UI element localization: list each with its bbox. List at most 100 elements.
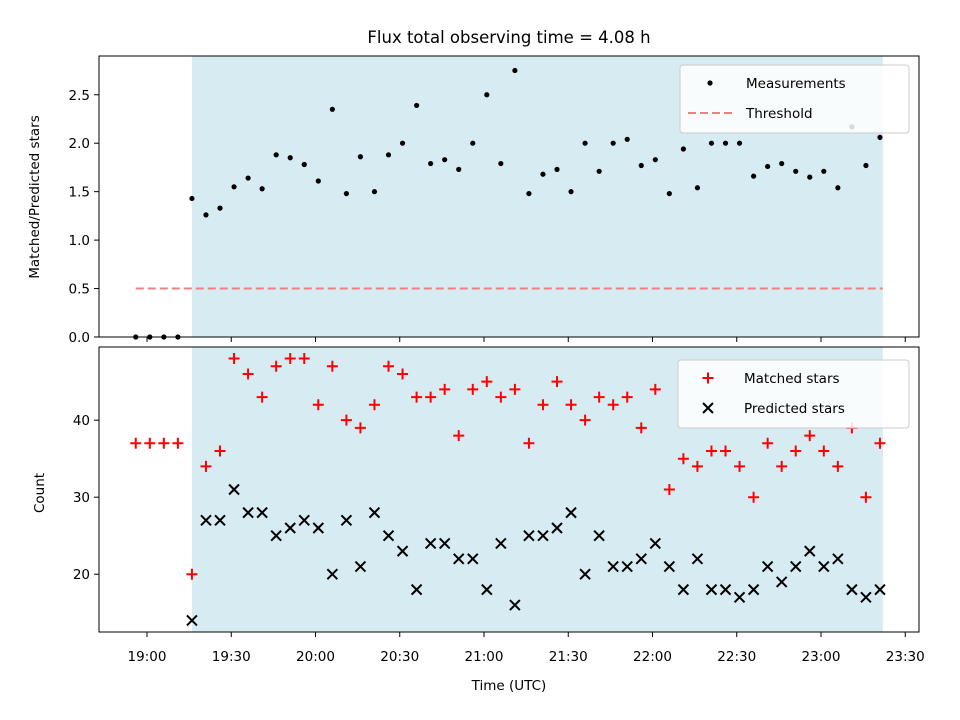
point-measurements <box>540 171 546 177</box>
chart-title: Flux total observing time = 4.08 h <box>367 28 650 47</box>
point-measurements <box>526 190 532 197</box>
point-matched-stars <box>340 414 352 426</box>
point-measurements <box>863 162 869 169</box>
point-predicted-stars <box>438 537 451 550</box>
point-predicted-stars <box>481 583 493 596</box>
point-measurements <box>610 140 616 146</box>
point-measurements <box>765 163 771 170</box>
point-predicted-stars <box>705 583 718 596</box>
point-matched-stars <box>748 491 760 503</box>
point-measurements <box>371 189 378 195</box>
point-measurements <box>652 157 658 163</box>
legend-ratio: Measurements Threshold <box>679 64 910 134</box>
point-matched-stars <box>214 445 226 457</box>
x-tick-label: 19:30 <box>212 649 251 665</box>
x-tick-label: 23:30 <box>886 649 925 665</box>
point-matched-stars <box>635 422 647 434</box>
point-matched-stars <box>649 383 661 395</box>
point-predicted-stars <box>747 583 760 596</box>
point-predicted-stars <box>677 583 690 596</box>
point-measurements <box>582 140 588 146</box>
point-matched-stars <box>298 353 310 365</box>
point-matched-stars <box>607 399 619 411</box>
point-predicted-stars <box>326 568 339 580</box>
point-measurements <box>203 212 209 218</box>
y-tick-label: 20 <box>73 567 90 583</box>
point-predicted-stars <box>523 530 535 542</box>
point-matched-stars <box>621 391 633 403</box>
legend-marker-x <box>702 402 714 414</box>
point-measurements <box>694 185 701 191</box>
point-matched-stars <box>804 430 816 442</box>
point-predicted-stars <box>691 553 704 565</box>
point-predicted-stars <box>719 583 732 596</box>
point-predicted-stars <box>832 553 844 565</box>
x-tick-label: 20:00 <box>296 649 335 665</box>
point-predicted-stars <box>537 530 549 542</box>
y-tick-label: 30 <box>73 490 90 506</box>
point-matched-stars <box>270 360 282 372</box>
point-measurements <box>343 190 349 197</box>
point-predicted-stars <box>607 560 619 573</box>
point-measurements <box>793 168 799 174</box>
point-measurements <box>807 174 813 180</box>
point-matched-stars <box>467 383 479 395</box>
y-tick-label: 2.0 <box>69 136 90 152</box>
point-measurements <box>835 185 841 191</box>
point-predicted-stars <box>846 583 858 596</box>
y-axis-label-ratio: Matched/Predicted stars <box>27 115 43 278</box>
point-matched-stars <box>368 399 380 411</box>
point-matched-stars <box>691 460 703 472</box>
point-measurements <box>680 146 686 152</box>
point-matched-stars <box>860 491 872 503</box>
point-measurements <box>189 195 195 202</box>
point-matched-stars <box>228 353 240 365</box>
point-predicted-stars <box>579 568 591 580</box>
point-predicted-stars <box>565 506 577 519</box>
point-measurements <box>428 160 434 167</box>
point-measurements <box>301 161 307 168</box>
point-predicted-stars <box>382 530 395 542</box>
point-matched-stars <box>326 360 338 372</box>
y-tick-label: 40 <box>73 413 90 429</box>
point-predicted-stars <box>200 514 212 527</box>
point-predicted-stars <box>663 560 676 573</box>
point-predicted-stars <box>593 530 605 542</box>
y-axis-label-count: Count <box>32 473 48 513</box>
point-matched-stars <box>284 353 296 365</box>
point-measurements <box>512 67 518 74</box>
point-predicted-stars <box>495 537 507 550</box>
y-tick-label: 0.5 <box>69 282 90 298</box>
point-matched-stars <box>818 445 830 457</box>
point-measurements <box>442 157 448 163</box>
point-measurements <box>498 160 504 167</box>
point-predicted-stars <box>790 560 802 573</box>
point-predicted-stars <box>635 553 647 565</box>
x-tick-label: 23:00 <box>802 649 841 665</box>
legend-counts: Matched stars Predicted stars <box>677 359 910 429</box>
point-measurements <box>877 134 883 140</box>
point-matched-stars <box>677 453 689 465</box>
point-predicted-stars <box>368 506 381 519</box>
point-matched-stars <box>579 414 591 426</box>
point-measurements <box>399 140 406 146</box>
x-tick-label: 22:00 <box>633 649 672 665</box>
point-matched-stars <box>172 437 184 449</box>
legend-marker-dot <box>707 80 713 86</box>
point-matched-stars <box>411 391 423 403</box>
point-predicted-stars <box>761 560 774 573</box>
point-predicted-stars <box>551 522 563 534</box>
point-measurements <box>231 184 237 190</box>
axes-frame <box>98 346 920 633</box>
axes-frame <box>98 55 920 338</box>
point-measurements <box>414 102 420 109</box>
x-axis-label: Time (UTC) <box>471 678 547 694</box>
x-axis-ticks: 19:00 19:30 20:00 20:30 21:00 21:30 22:00 22:30… <box>128 649 925 665</box>
point-predicted-stars <box>270 530 282 542</box>
point-predicted-stars <box>733 591 746 604</box>
x-tick-label: 22:30 <box>717 649 756 665</box>
point-measurements <box>273 152 279 158</box>
point-matched-stars <box>130 437 142 449</box>
point-matched-stars <box>354 422 366 434</box>
